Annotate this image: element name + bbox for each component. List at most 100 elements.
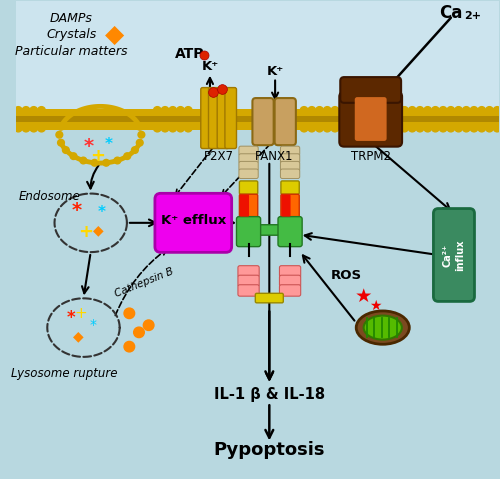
- Text: *: *: [105, 137, 113, 152]
- Circle shape: [300, 107, 308, 114]
- Circle shape: [447, 124, 454, 132]
- FancyBboxPatch shape: [280, 161, 299, 171]
- Circle shape: [30, 107, 38, 114]
- Text: Pypoptosis: Pypoptosis: [214, 441, 325, 459]
- Circle shape: [124, 153, 130, 160]
- Text: +: +: [90, 147, 106, 165]
- Circle shape: [470, 124, 478, 132]
- FancyBboxPatch shape: [225, 88, 236, 148]
- Text: K⁺ efflux: K⁺ efflux: [160, 214, 226, 227]
- Circle shape: [316, 107, 324, 114]
- Ellipse shape: [364, 316, 402, 340]
- Text: *: *: [83, 137, 94, 156]
- FancyBboxPatch shape: [256, 293, 283, 303]
- FancyBboxPatch shape: [240, 195, 249, 217]
- Circle shape: [462, 107, 470, 114]
- Circle shape: [136, 124, 143, 130]
- Circle shape: [400, 107, 408, 114]
- Text: ◆: ◆: [74, 329, 84, 343]
- FancyBboxPatch shape: [280, 154, 299, 163]
- Bar: [16, 116, 498, 123]
- Circle shape: [447, 107, 454, 114]
- FancyBboxPatch shape: [238, 285, 259, 296]
- Circle shape: [439, 124, 447, 132]
- Text: Lysosome rupture: Lysosome rupture: [11, 367, 118, 380]
- FancyBboxPatch shape: [240, 194, 258, 217]
- Circle shape: [154, 107, 161, 114]
- Circle shape: [300, 124, 308, 132]
- Circle shape: [408, 124, 416, 132]
- Text: Ca²⁺
influx: Ca²⁺ influx: [443, 239, 465, 271]
- Text: *: *: [67, 309, 76, 327]
- FancyBboxPatch shape: [434, 208, 474, 301]
- Circle shape: [124, 342, 134, 352]
- Circle shape: [22, 107, 30, 114]
- Circle shape: [439, 107, 447, 114]
- Circle shape: [176, 107, 184, 114]
- Circle shape: [161, 107, 169, 114]
- Text: ◆: ◆: [105, 23, 124, 47]
- Circle shape: [169, 107, 176, 114]
- Circle shape: [462, 124, 470, 132]
- Circle shape: [176, 124, 184, 132]
- Text: K⁺: K⁺: [202, 60, 218, 73]
- FancyBboxPatch shape: [280, 285, 300, 296]
- Circle shape: [58, 139, 64, 146]
- FancyBboxPatch shape: [282, 195, 290, 217]
- Text: Cathepsin B: Cathepsin B: [113, 266, 174, 299]
- FancyBboxPatch shape: [340, 77, 401, 103]
- FancyBboxPatch shape: [247, 225, 292, 235]
- FancyBboxPatch shape: [239, 169, 258, 179]
- Circle shape: [184, 107, 192, 114]
- Circle shape: [316, 124, 324, 132]
- Circle shape: [132, 147, 138, 153]
- FancyBboxPatch shape: [239, 161, 258, 171]
- Bar: [16, 109, 498, 130]
- Circle shape: [138, 131, 145, 138]
- FancyBboxPatch shape: [201, 88, 212, 148]
- Circle shape: [400, 124, 408, 132]
- Circle shape: [70, 153, 77, 160]
- FancyBboxPatch shape: [340, 92, 402, 147]
- Text: +: +: [78, 223, 94, 241]
- FancyBboxPatch shape: [281, 181, 299, 194]
- Circle shape: [494, 124, 500, 132]
- Circle shape: [22, 124, 30, 132]
- FancyBboxPatch shape: [274, 98, 296, 145]
- FancyBboxPatch shape: [280, 275, 300, 286]
- Circle shape: [30, 124, 38, 132]
- Circle shape: [432, 124, 439, 132]
- Circle shape: [134, 327, 144, 338]
- Circle shape: [331, 124, 339, 132]
- FancyBboxPatch shape: [278, 217, 302, 247]
- Circle shape: [494, 107, 500, 114]
- FancyBboxPatch shape: [238, 275, 259, 286]
- Text: Ca: Ca: [438, 4, 462, 23]
- Text: ★: ★: [354, 287, 372, 306]
- Circle shape: [486, 107, 494, 114]
- Text: TRPM2: TRPM2: [350, 149, 391, 163]
- Circle shape: [478, 107, 486, 114]
- FancyBboxPatch shape: [240, 181, 258, 194]
- Circle shape: [184, 124, 192, 132]
- FancyBboxPatch shape: [281, 194, 299, 217]
- Circle shape: [424, 107, 432, 114]
- Text: K⁺: K⁺: [266, 65, 283, 78]
- Text: ★: ★: [370, 299, 382, 313]
- FancyBboxPatch shape: [236, 217, 260, 247]
- Text: *: *: [98, 205, 106, 220]
- Text: ATP: ATP: [175, 47, 204, 61]
- FancyBboxPatch shape: [217, 88, 229, 148]
- FancyBboxPatch shape: [238, 266, 259, 277]
- Text: *: *: [72, 202, 83, 220]
- Circle shape: [169, 124, 176, 132]
- FancyBboxPatch shape: [280, 146, 299, 156]
- Circle shape: [416, 107, 424, 114]
- Text: DAMPs: DAMPs: [50, 11, 93, 24]
- Circle shape: [124, 308, 134, 319]
- Text: +: +: [74, 306, 88, 321]
- Circle shape: [324, 124, 331, 132]
- Circle shape: [308, 124, 316, 132]
- FancyBboxPatch shape: [208, 88, 220, 148]
- Text: 2+: 2+: [464, 11, 481, 21]
